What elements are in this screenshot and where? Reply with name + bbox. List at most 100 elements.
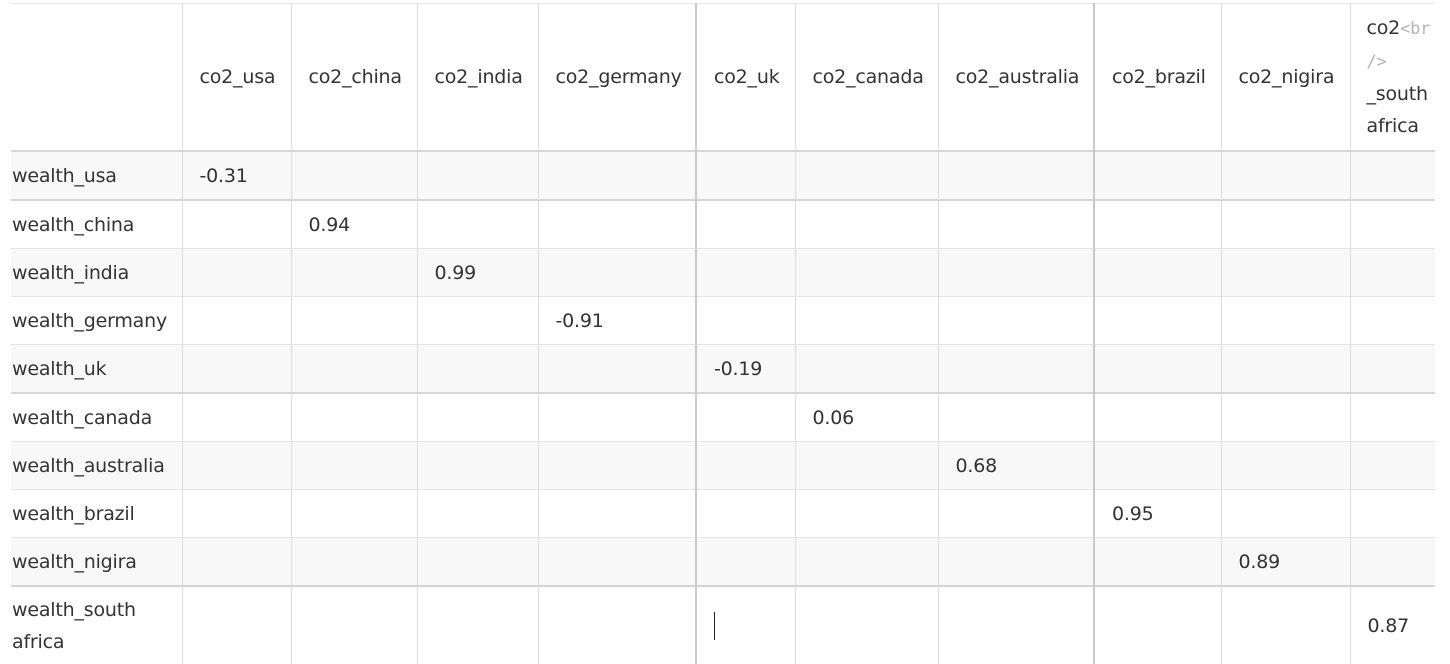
table-cell[interactable] bbox=[794, 296, 938, 345]
header-cell-south-africa[interactable]: co2<br /> _south africa bbox=[1349, 3, 1435, 151]
table-cell[interactable] bbox=[1093, 150, 1221, 200]
table-cell[interactable] bbox=[290, 296, 417, 345]
table-cell[interactable]: 0.94 bbox=[290, 199, 417, 249]
table-cell[interactable]: 0.06 bbox=[794, 392, 938, 442]
table-cell[interactable] bbox=[937, 489, 1094, 538]
table-cell[interactable] bbox=[937, 344, 1094, 393]
table-cell[interactable] bbox=[290, 344, 417, 393]
header-cell[interactable]: co2_usa bbox=[181, 3, 291, 151]
table-cell[interactable] bbox=[181, 392, 291, 442]
table-cell[interactable]: -0.31 bbox=[181, 150, 291, 200]
header-cell[interactable]: co2_germany bbox=[537, 3, 696, 151]
table-cell[interactable]: -0.19 bbox=[695, 344, 795, 393]
table-cell[interactable] bbox=[290, 489, 417, 538]
table-cell[interactable] bbox=[1220, 150, 1350, 200]
table-cell[interactable] bbox=[1349, 199, 1435, 249]
header-cell[interactable]: co2_brazil bbox=[1093, 3, 1221, 151]
table-cell[interactable] bbox=[794, 489, 938, 538]
table-cell[interactable] bbox=[695, 199, 795, 249]
table-cell[interactable] bbox=[181, 489, 291, 538]
header-cell[interactable]: co2_china bbox=[290, 3, 417, 151]
table-cell[interactable] bbox=[1220, 489, 1350, 538]
table-cell[interactable] bbox=[181, 344, 291, 393]
table-cell[interactable] bbox=[1349, 344, 1435, 393]
table-cell[interactable] bbox=[537, 441, 696, 490]
row-header[interactable]: wealth_china bbox=[11, 199, 182, 249]
table-cell[interactable] bbox=[794, 344, 938, 393]
table-cell[interactable]: 0.99 bbox=[416, 248, 538, 297]
table-cell[interactable] bbox=[1220, 585, 1350, 664]
table-cell[interactable] bbox=[1349, 248, 1435, 297]
table-cell[interactable] bbox=[1220, 441, 1350, 490]
row-header[interactable]: wealth_canada bbox=[11, 392, 182, 442]
row-header[interactable]: wealth_usa bbox=[11, 150, 182, 200]
table-cell[interactable] bbox=[1349, 150, 1435, 200]
table-cell[interactable] bbox=[181, 199, 291, 249]
row-header[interactable]: wealth_india bbox=[11, 248, 182, 297]
table-cell[interactable] bbox=[416, 537, 538, 586]
table-cell[interactable] bbox=[695, 150, 795, 200]
header-cell[interactable]: co2_nigira bbox=[1220, 3, 1350, 151]
table-cell[interactable] bbox=[794, 585, 938, 664]
table-cell[interactable] bbox=[695, 441, 795, 490]
table-cell[interactable] bbox=[537, 199, 696, 249]
table-cell[interactable] bbox=[537, 392, 696, 442]
table-cell[interactable] bbox=[290, 537, 417, 586]
table-cell[interactable] bbox=[695, 392, 795, 442]
table-cell[interactable] bbox=[794, 199, 938, 249]
table-cell[interactable] bbox=[1220, 248, 1350, 297]
table-cell[interactable] bbox=[1093, 585, 1221, 664]
table-cell[interactable] bbox=[416, 489, 538, 538]
table-cell[interactable] bbox=[794, 248, 938, 297]
table-cell[interactable] bbox=[181, 296, 291, 345]
table-cell[interactable]: 0.87 bbox=[1349, 585, 1435, 664]
table-cell[interactable] bbox=[937, 585, 1094, 664]
table-cell[interactable] bbox=[290, 392, 417, 442]
table-cell[interactable] bbox=[1220, 296, 1350, 345]
header-cell[interactable]: co2_uk bbox=[695, 3, 795, 151]
table-cell[interactable] bbox=[937, 150, 1094, 200]
table-cell[interactable] bbox=[416, 199, 538, 249]
table-cell[interactable] bbox=[937, 392, 1094, 442]
table-cell[interactable] bbox=[937, 248, 1094, 297]
table-cell[interactable] bbox=[1220, 392, 1350, 442]
table-cell[interactable] bbox=[1349, 296, 1435, 345]
row-header[interactable]: wealth_uk bbox=[11, 344, 182, 393]
table-cell[interactable] bbox=[537, 248, 696, 297]
table-cell[interactable] bbox=[181, 537, 291, 586]
table-cell[interactable] bbox=[1349, 489, 1435, 538]
table-cell[interactable] bbox=[1349, 537, 1435, 586]
table-cell[interactable] bbox=[1093, 248, 1221, 297]
row-header[interactable]: wealth_nigira bbox=[11, 537, 182, 586]
table-cell[interactable] bbox=[181, 441, 291, 490]
table-cell[interactable] bbox=[1349, 441, 1435, 490]
table-cell[interactable] bbox=[1349, 392, 1435, 442]
table-cell[interactable] bbox=[794, 150, 938, 200]
corner-cell[interactable] bbox=[11, 3, 182, 151]
table-cell[interactable] bbox=[290, 150, 417, 200]
table-cell[interactable] bbox=[537, 489, 696, 538]
table-cell[interactable] bbox=[416, 296, 538, 345]
table-cell[interactable] bbox=[416, 441, 538, 490]
table-cell[interactable]: 0.89 bbox=[1220, 537, 1350, 586]
row-header[interactable]: wealth_germany bbox=[11, 296, 182, 345]
table-cell[interactable] bbox=[1220, 344, 1350, 393]
row-header[interactable]: wealth_brazil bbox=[11, 489, 182, 538]
table-cell[interactable]: 0.68 bbox=[937, 441, 1094, 490]
table-cell[interactable] bbox=[695, 296, 795, 345]
table-cell[interactable] bbox=[181, 248, 291, 297]
row-header[interactable]: wealth_australia bbox=[11, 441, 182, 490]
table-cell[interactable] bbox=[416, 344, 538, 393]
table-cell[interactable] bbox=[537, 344, 696, 393]
table-cell[interactable] bbox=[695, 537, 795, 586]
table-cell[interactable] bbox=[1093, 344, 1221, 393]
table-cell[interactable] bbox=[290, 585, 417, 664]
header-cell[interactable]: co2_india bbox=[416, 3, 538, 151]
table-cell[interactable]: 0.95 bbox=[1093, 489, 1221, 538]
table-cell[interactable] bbox=[416, 585, 538, 664]
table-cell-active[interactable] bbox=[695, 585, 795, 664]
table-cell[interactable] bbox=[937, 537, 1094, 586]
table-cell[interactable] bbox=[1220, 199, 1350, 249]
table-cell[interactable] bbox=[537, 585, 696, 664]
table-cell[interactable] bbox=[290, 248, 417, 297]
